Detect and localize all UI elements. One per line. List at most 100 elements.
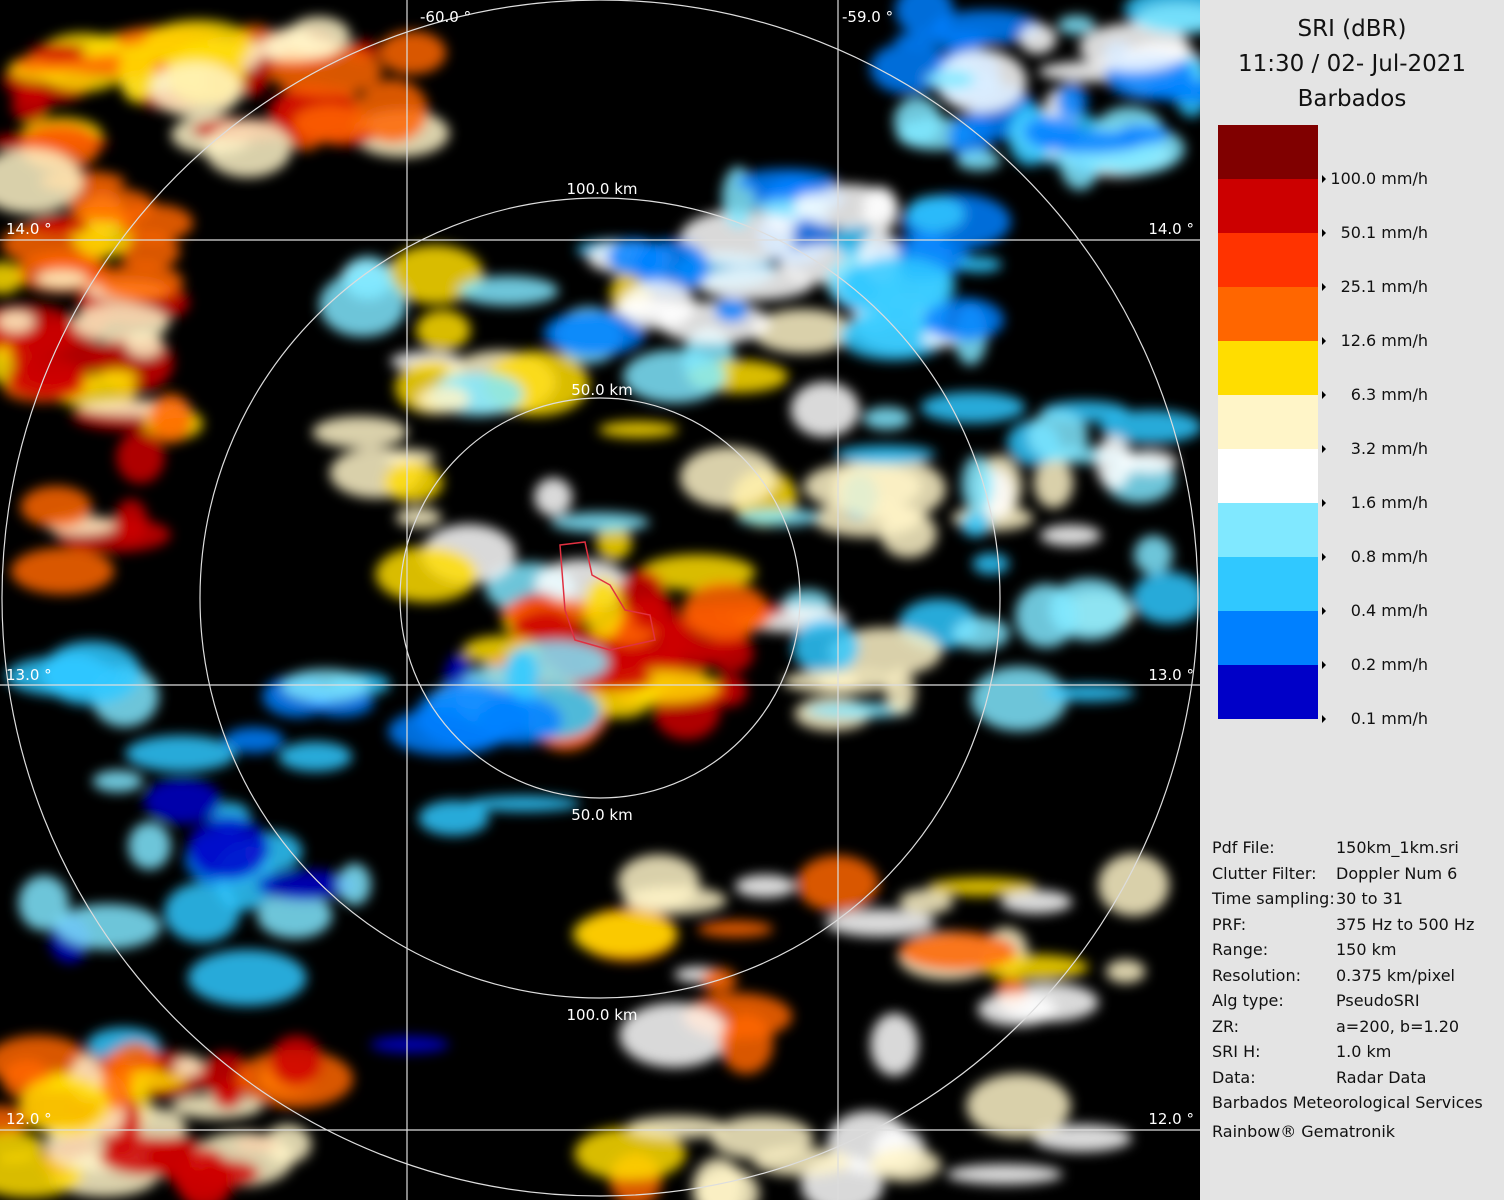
echo-cell (72, 303, 170, 343)
echo-cell (805, 702, 913, 719)
echo-cell (719, 1013, 774, 1074)
info-key: Alg type: (1212, 991, 1284, 1010)
echo-cell (143, 778, 222, 824)
echo-cell (395, 507, 442, 528)
echo-cell (936, 49, 1028, 113)
echo-cell (696, 267, 814, 301)
info-key: Clutter Filter: (1212, 863, 1317, 883)
footer-text: Barbados Meteorological Services (1212, 1093, 1483, 1112)
title: SRI (dBR) (1297, 16, 1407, 42)
echo-cell (598, 421, 679, 438)
echo-cell (977, 992, 1057, 1027)
info-key: Pdf File: (1212, 838, 1275, 857)
echo-cell (1122, 450, 1178, 474)
echo-cell (869, 1147, 942, 1182)
legend-swatch (1218, 179, 1318, 233)
legend-swatch (1218, 125, 1318, 179)
echo-cell (269, 1035, 323, 1087)
echo-cell (1040, 524, 1102, 547)
echo-cell (679, 446, 778, 508)
echo-cell (839, 257, 956, 315)
legend-label: 12.6 mm/h (1341, 331, 1428, 350)
echo-cell (1098, 853, 1170, 917)
echo-cell (794, 184, 899, 228)
echo-cell (932, 9, 1042, 45)
echo-cell (383, 461, 443, 503)
echo-cell (972, 553, 1010, 575)
echo-cell (18, 875, 70, 931)
info-row: Resolution: 0.375 km/pixel (1212, 966, 1483, 992)
legend-label: 0.4 mm/h (1351, 601, 1428, 620)
legend-swatch (1218, 395, 1318, 449)
echo-cell (97, 263, 184, 301)
echo-cell (20, 485, 92, 528)
echo-cell (375, 546, 479, 603)
legend-label: 0.8 mm/h (1351, 547, 1428, 566)
echo-cell (971, 666, 1068, 732)
info-row: Range: 150 km (1212, 940, 1483, 966)
echo-cell (466, 795, 581, 812)
echo-cell (956, 149, 1001, 171)
echo-cell (19, 1076, 110, 1135)
echo-cell (415, 310, 471, 351)
echo-cell (622, 886, 727, 915)
info-key: Time sampling: (1212, 889, 1335, 908)
echo-cell (1000, 890, 1073, 914)
echo-cell (831, 457, 946, 521)
echo-cell (622, 349, 726, 404)
echo-cell (0, 261, 23, 295)
echo-cell (955, 256, 1003, 273)
echo-cell (639, 554, 756, 591)
info-key: Range: (1212, 940, 1269, 959)
echo-cell (893, 97, 942, 145)
legend-label: 1.6 mm/h (1351, 493, 1428, 512)
echo-cell (920, 391, 1026, 424)
info-key: Resolution: (1212, 965, 1301, 985)
info-key: ZR: (1212, 1016, 1239, 1036)
echo-cell (125, 735, 237, 773)
echo-cell (29, 214, 90, 236)
info-key: SRI H: (1212, 1042, 1261, 1061)
footer-text: Rainbow® Gematronik (1212, 1121, 1396, 1141)
info-value: PseudoSRI (1336, 991, 1420, 1010)
echo-cell (632, 603, 665, 631)
echo-cell (99, 1136, 196, 1176)
echo-cell (898, 931, 1018, 972)
legend-label: 50.1 mm/h (1341, 223, 1428, 242)
echo-cell (414, 683, 530, 749)
echo-cell (118, 43, 156, 104)
echo-cell (312, 416, 408, 449)
echo-cell (550, 512, 650, 533)
echo-cell (1032, 1124, 1132, 1152)
echo-cell (187, 816, 270, 881)
legend-swatch (1218, 449, 1318, 503)
echo-cell (583, 577, 623, 640)
echo-cell (961, 454, 994, 513)
info-row: ZR: a=200, b=1.20 (1212, 1017, 1483, 1043)
island-outline (559, 541, 656, 651)
echo-cell (696, 1167, 760, 1200)
info-value: 1.0 km (1336, 1042, 1392, 1061)
legend-swatch (1218, 557, 1318, 611)
info-value: Radar Data (1336, 1067, 1427, 1087)
echo-cell (418, 800, 490, 836)
echo-cell (574, 1126, 687, 1181)
echo-cell (710, 1115, 814, 1160)
echo-cell (880, 509, 937, 558)
info-value: 375 Hz to 500 Hz (1336, 914, 1475, 934)
echo-cell (870, 1013, 919, 1076)
legend-swatch (1218, 503, 1318, 557)
echo-cell (0, 1131, 45, 1162)
echo-cell (895, 0, 954, 36)
echo-cell (595, 524, 632, 561)
echo-cell (1131, 571, 1200, 624)
echo-cell (173, 1054, 204, 1078)
info-value: a=200, b=1.20 (1336, 1016, 1460, 1036)
echo-cell (256, 891, 333, 939)
echo-cell (0, 309, 35, 333)
legend-label: 0.1 mm/h (1351, 709, 1428, 728)
legend-arrow (1322, 445, 1326, 453)
lat-label: 13.0 ° (1148, 666, 1194, 684)
echo-cell (752, 308, 854, 354)
